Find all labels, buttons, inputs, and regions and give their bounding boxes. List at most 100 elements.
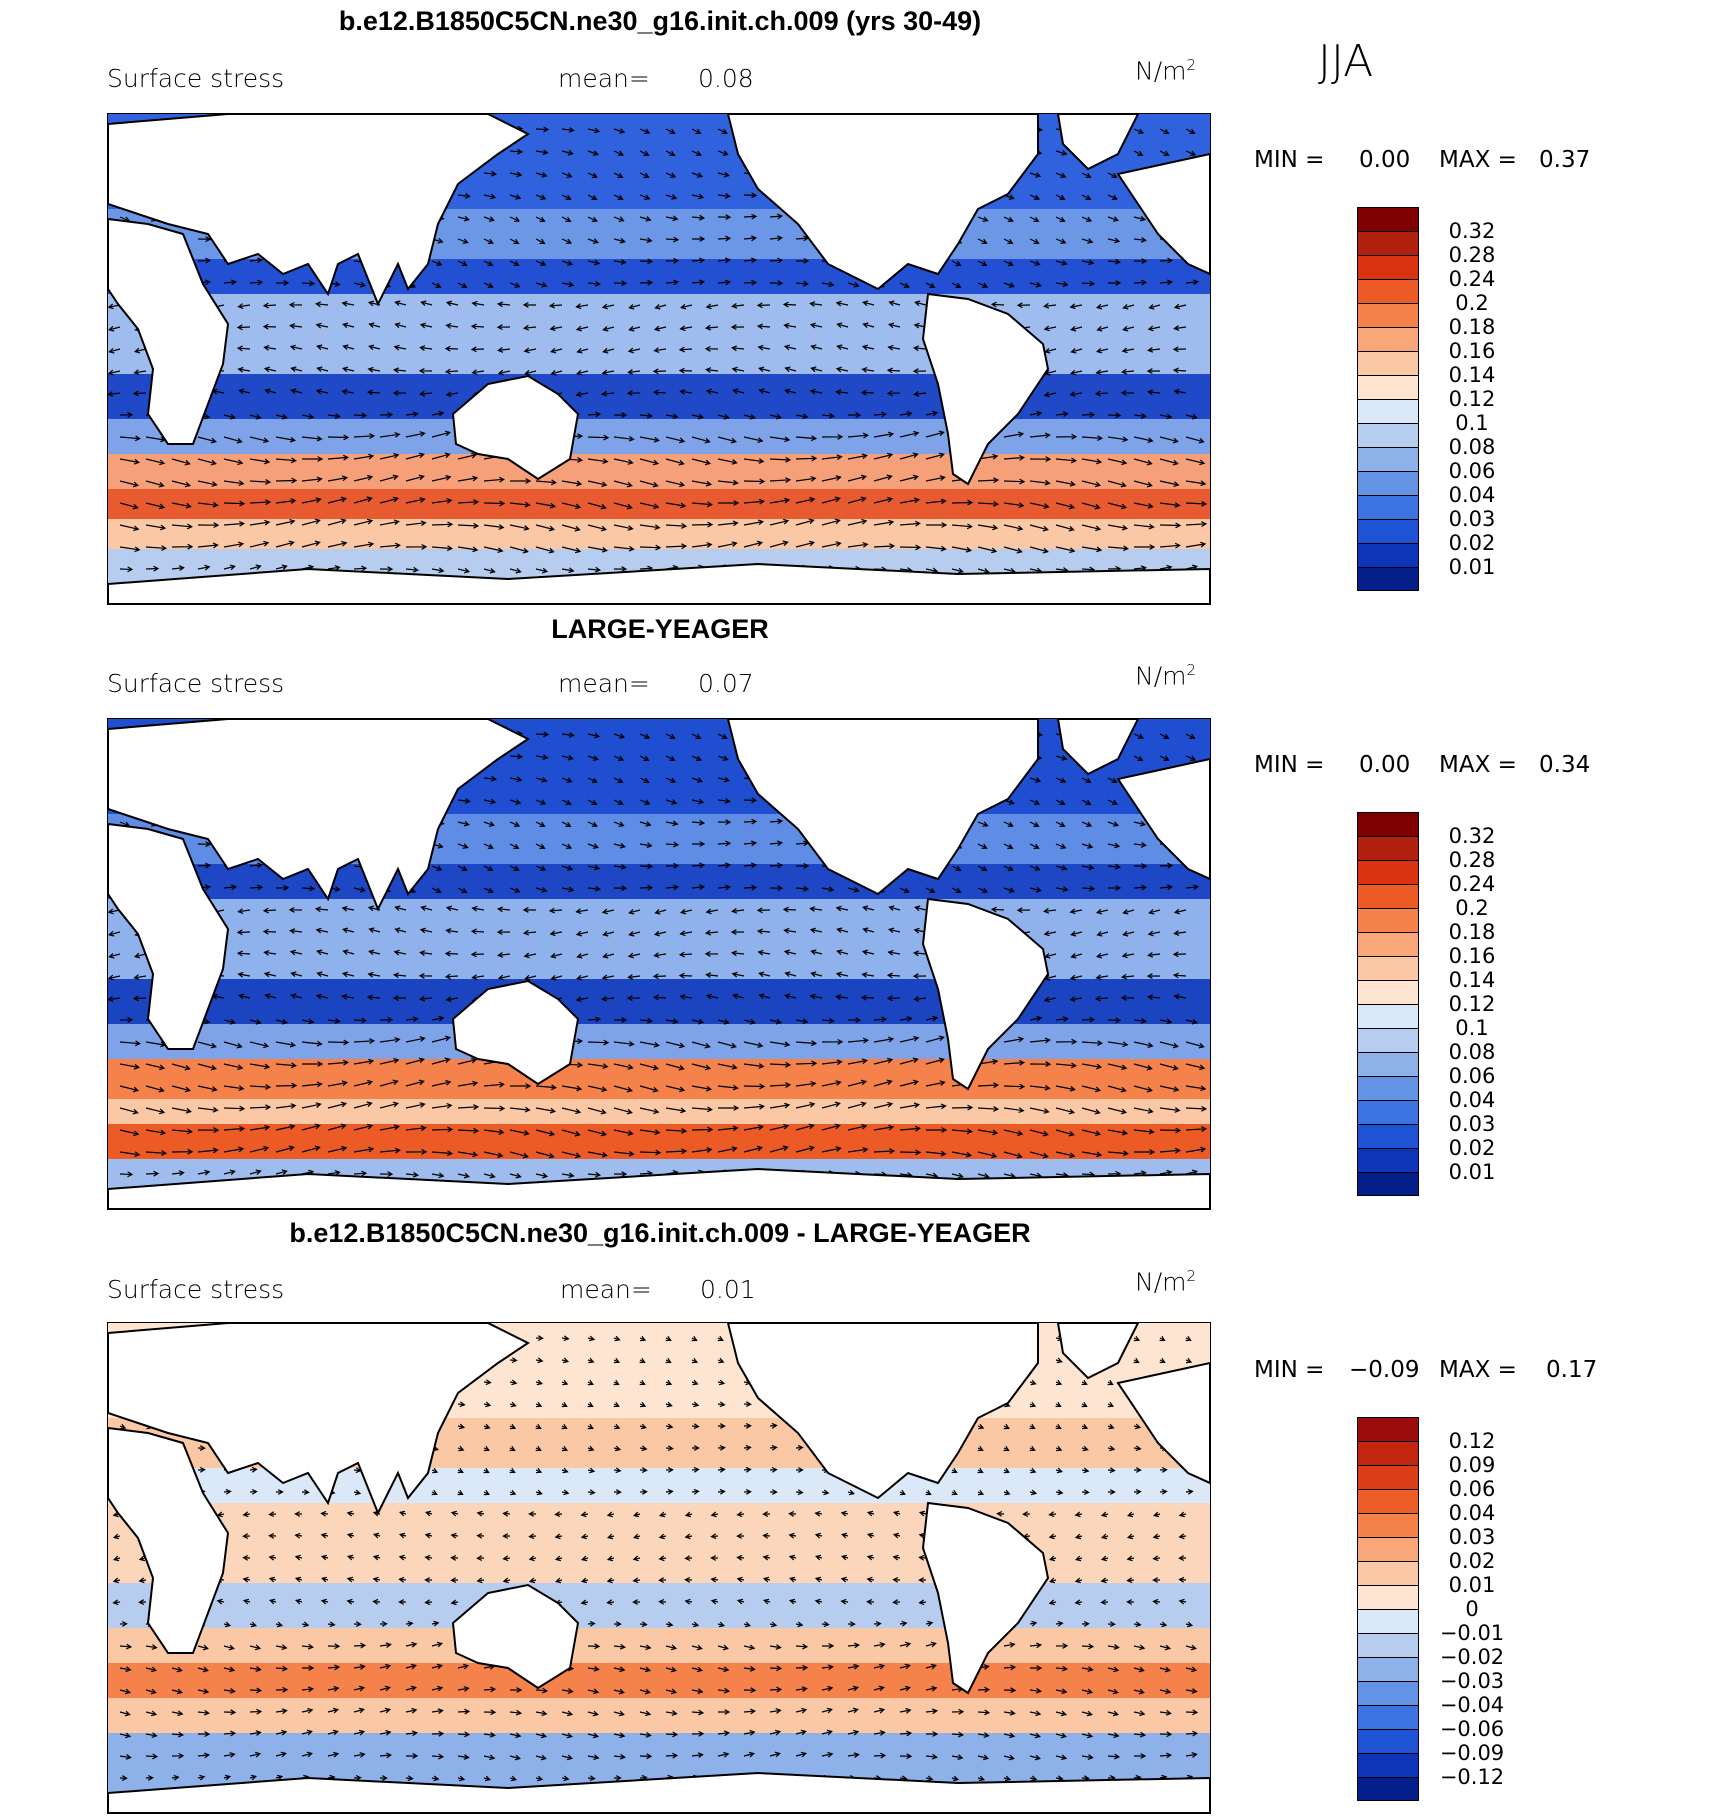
stress-arrow <box>795 1444 804 1451</box>
stress-arrow <box>1069 369 1083 376</box>
stress-arrow <box>275 1082 298 1089</box>
colorbar-swatch <box>1357 1513 1419 1537</box>
stress-arrow <box>275 519 296 526</box>
stress-arrow <box>327 1685 340 1692</box>
stress-arrow <box>587 1423 594 1430</box>
stress-arrow <box>108 930 121 937</box>
stress-arrow <box>1159 1085 1180 1092</box>
stress-arrow <box>639 150 650 156</box>
stress-arrow <box>847 1017 862 1024</box>
stress-arrow <box>769 413 783 420</box>
stress-arrow <box>1185 541 1207 548</box>
stress-arrow <box>873 1663 886 1670</box>
stress-arrow <box>112 1577 121 1584</box>
stress-arrow <box>549 930 563 937</box>
stress-arrow <box>171 523 193 530</box>
stress-arrow <box>1107 280 1122 286</box>
stress-arrow <box>398 1554 407 1561</box>
stress-arrow <box>353 1038 376 1045</box>
stress-arrow <box>522 929 537 936</box>
continent-outline <box>451 1583 580 1690</box>
stress-arrow <box>392 390 407 397</box>
stress-arrow <box>368 322 381 329</box>
stress-arrow <box>301 1018 315 1025</box>
stress-arrow <box>1173 303 1187 310</box>
stress-arrow <box>483 1379 492 1386</box>
stress-arrow <box>1055 1732 1067 1739</box>
stress-arrow <box>1159 150 1170 156</box>
stress-arrow <box>665 884 680 891</box>
stress-arrow <box>405 452 425 460</box>
stress-arrow <box>1029 1423 1036 1430</box>
stress-arrow <box>1029 1129 1049 1137</box>
stress-arrow <box>1159 1107 1181 1113</box>
stress-arrow <box>327 1643 341 1650</box>
stress-arrow <box>704 324 719 331</box>
stress-arrow <box>510 478 532 484</box>
stress-arrow <box>1081 502 1101 510</box>
stress-arrow <box>561 1085 583 1092</box>
stress-arrow <box>613 194 624 200</box>
stress-arrow <box>691 413 705 420</box>
stress-arrow <box>717 279 732 286</box>
stress-arrow <box>873 496 894 504</box>
stress-arrow <box>275 1621 284 1628</box>
stress-arrow <box>119 1643 133 1650</box>
stress-arrow <box>1081 194 1092 200</box>
panel3-mean-label: mean= <box>560 1275 652 1304</box>
stress-arrow <box>886 972 901 979</box>
stress-arrow <box>691 193 705 200</box>
stress-arrow <box>639 436 660 443</box>
stress-arrow <box>138 1577 147 1584</box>
stress-arrow <box>743 1708 757 1715</box>
stress-arrow <box>795 1101 816 1109</box>
stress-arrow <box>705 388 719 395</box>
stress-arrow <box>639 1666 652 1673</box>
stress-arrow <box>1029 799 1041 805</box>
colorbar-tick-label: 0.02 <box>1448 531 1496 555</box>
stress-arrow <box>549 325 563 332</box>
stress-arrow <box>1185 1357 1193 1364</box>
stress-arrow <box>249 564 262 571</box>
stress-arrow <box>379 1171 394 1178</box>
stress-arrow <box>769 436 791 443</box>
stress-arrow <box>275 279 290 286</box>
stress-arrow <box>632 1577 641 1584</box>
stress-arrow <box>951 1104 974 1111</box>
stress-arrow <box>249 1018 262 1025</box>
stress-arrow <box>847 1685 860 1692</box>
stress-arrow <box>1107 1732 1120 1739</box>
stress-arrow <box>925 410 939 417</box>
stress-arrow <box>587 1129 608 1137</box>
stress-arrow <box>587 1620 596 1627</box>
stress-arrow <box>483 1732 496 1738</box>
stress-arrow <box>990 906 1005 913</box>
stress-arrow <box>1081 1401 1088 1408</box>
stress-arrow <box>1133 436 1154 443</box>
stress-arrow <box>665 1107 687 1114</box>
stress-arrow <box>275 413 288 420</box>
stress-arrow <box>1133 820 1147 827</box>
stress-arrow <box>457 1489 464 1496</box>
stress-arrow <box>580 1533 589 1540</box>
stress-arrow <box>892 1554 901 1561</box>
stress-arrow <box>145 1129 167 1136</box>
colorbar-tick-label: 0.28 <box>1448 243 1496 267</box>
stress-arrow <box>476 1510 485 1517</box>
stress-arrow <box>899 1125 921 1132</box>
stress-arrow <box>996 1510 1005 1517</box>
stress-arrow <box>628 930 641 937</box>
stress-arrow <box>561 1754 574 1761</box>
stress-arrow <box>223 1688 236 1694</box>
stress-arrow <box>684 1533 693 1540</box>
stress-arrow <box>743 458 765 464</box>
stress-arrow <box>653 347 667 353</box>
stress-arrow <box>705 993 719 1000</box>
stress-arrow <box>821 1642 835 1649</box>
stress-arrow <box>873 1036 895 1043</box>
stress-arrow <box>821 281 835 288</box>
stress-arrow <box>394 300 407 307</box>
stress-arrow <box>887 949 901 956</box>
stress-arrow <box>1107 1017 1122 1024</box>
stress-arrow <box>471 369 485 375</box>
